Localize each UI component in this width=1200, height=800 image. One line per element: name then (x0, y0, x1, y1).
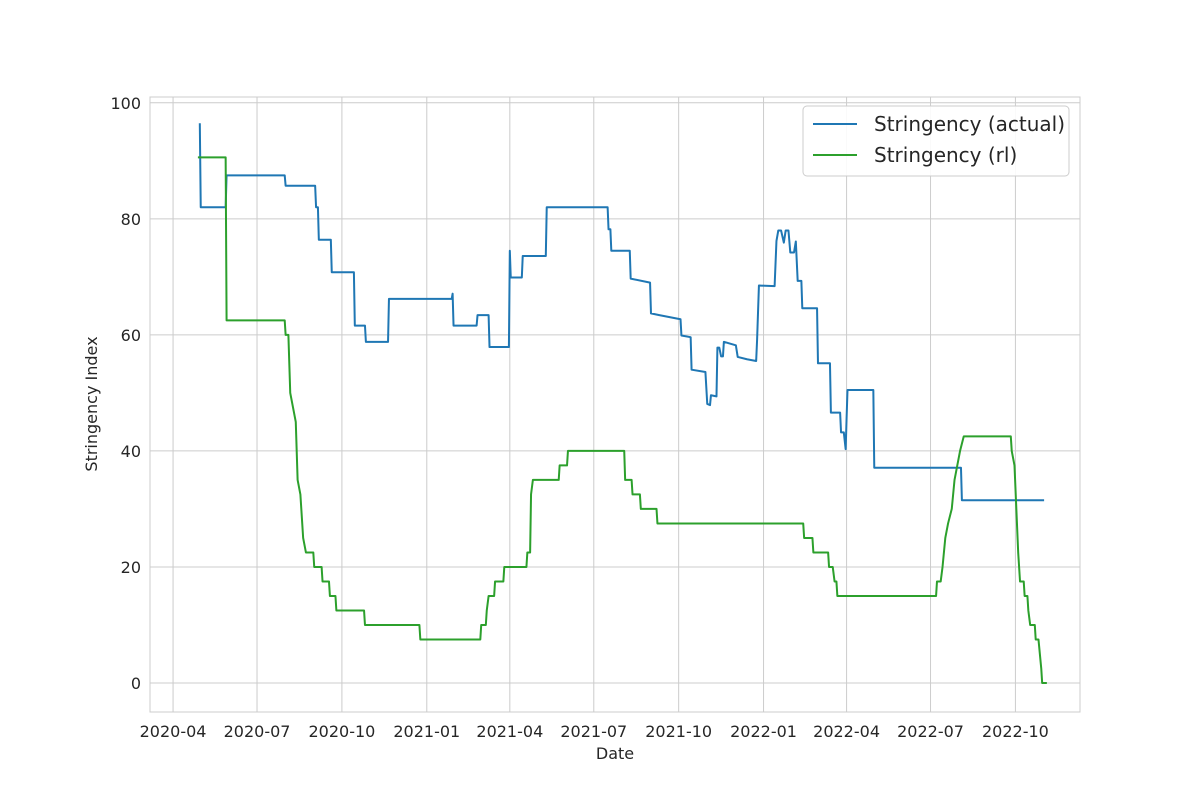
x-tick-label: 2020-10 (308, 722, 375, 741)
x-tick-label: 2021-07 (560, 722, 627, 741)
x-tick-label: 2022-07 (897, 722, 964, 741)
y-tick-label: 80 (121, 210, 141, 229)
y-tick-label: 60 (121, 326, 141, 345)
x-tick-label: 2021-10 (645, 722, 712, 741)
series-line-actual (198, 123, 1045, 502)
x-axis-label: Date (596, 744, 634, 763)
legend-label-rl: Stringency (rl) (874, 143, 1017, 167)
y-tick-label: 100 (110, 94, 141, 113)
legend: Stringency (actual) Stringency (rl) (802, 105, 1070, 177)
x-tick-label: 2022-10 (982, 722, 1049, 741)
x-tick-label: 2022-04 (813, 722, 880, 741)
series-lines (197, 123, 1047, 684)
x-tick-label: 2021-01 (393, 722, 460, 741)
series-line-rl (197, 156, 1047, 684)
y-axis-label: Stringency Index (82, 336, 101, 471)
plot-area-frame (149, 96, 1081, 713)
x-tick-label: 2020-07 (224, 722, 291, 741)
tick-labels: 2020-04 2020-07 2020-10 2021-01 2021-04 2021-… (110, 94, 1048, 741)
x-tick-label: 2022-01 (730, 722, 797, 741)
y-tick-label: 40 (121, 442, 141, 461)
legend-box (802, 105, 1070, 177)
y-tick-label: 0 (131, 674, 141, 693)
legend-label-actual: Stringency (actual) (874, 112, 1065, 136)
y-tick-label: 20 (121, 558, 141, 577)
x-tick-label: 2020-04 (140, 722, 207, 741)
x-tick-label: 2021-04 (476, 722, 543, 741)
